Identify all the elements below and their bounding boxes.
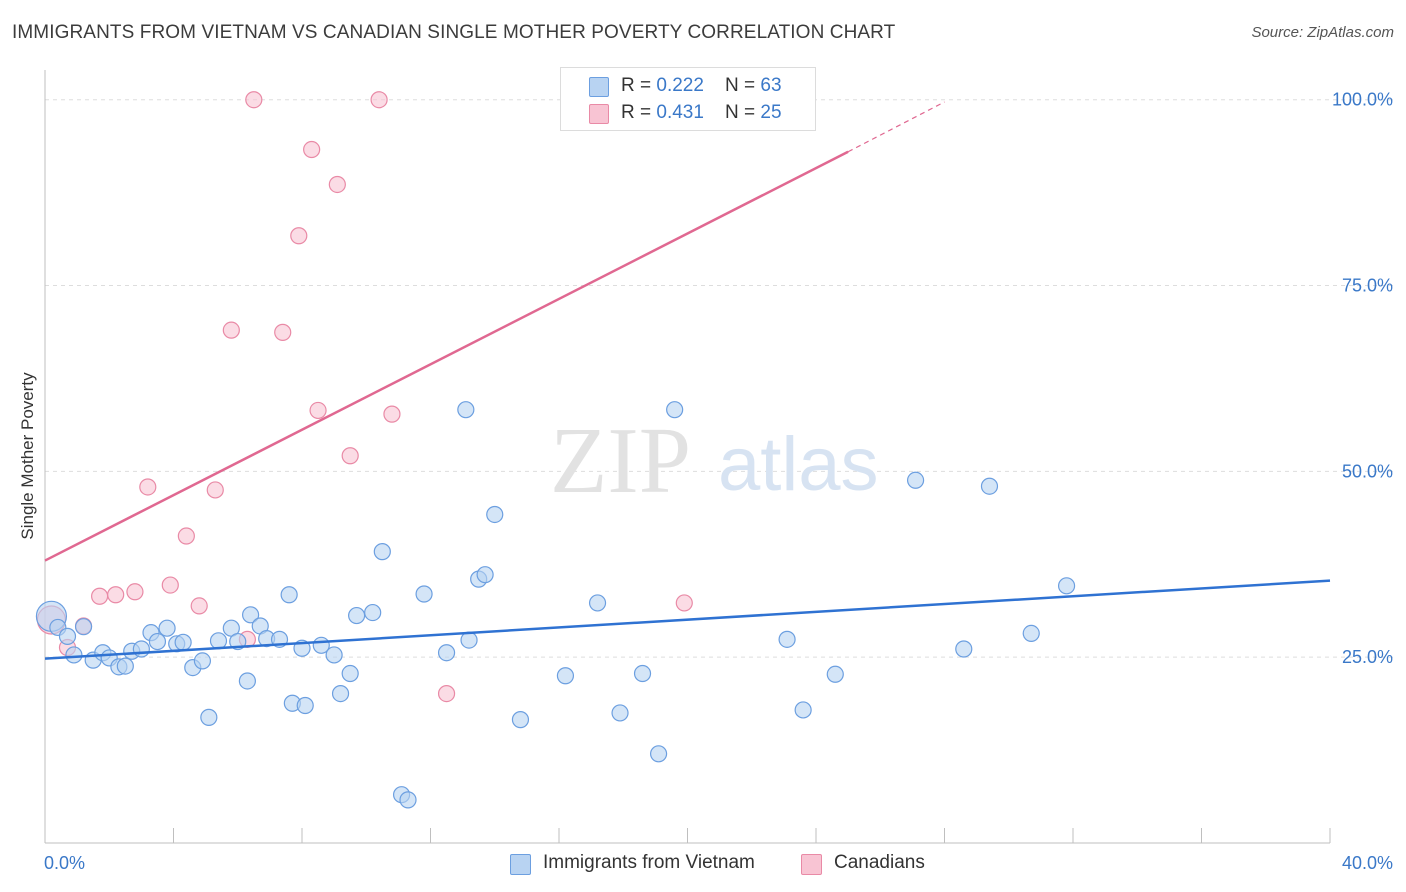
chart-title: IMMIGRANTS FROM VIETNAM VS CANADIAN SING… — [12, 22, 896, 43]
y-axis-title: Single Mother Poverty — [18, 372, 37, 540]
data-point — [303, 140, 321, 159]
data-point — [177, 527, 195, 545]
data-point — [556, 667, 575, 685]
watermark: ZIP atlas — [550, 409, 879, 513]
data-point — [116, 657, 134, 675]
data-point — [190, 597, 208, 615]
r-label: R = — [621, 102, 657, 123]
data-point — [457, 401, 475, 419]
data-point — [238, 672, 256, 690]
data-point — [65, 646, 83, 664]
data-point — [158, 619, 176, 637]
data-point — [399, 791, 417, 809]
data-point — [906, 471, 925, 489]
data-point — [74, 618, 93, 636]
data-point — [296, 696, 314, 715]
data-point — [132, 640, 150, 658]
data-point — [200, 708, 218, 726]
data-point — [290, 227, 308, 245]
legend-swatch-blue — [510, 854, 531, 875]
data-point — [274, 323, 292, 341]
r-value: 0.222 — [656, 75, 704, 96]
data-point — [415, 585, 433, 603]
data-point — [373, 543, 391, 561]
data-point — [341, 664, 359, 683]
y-tick-labels: 25.0% 50.0% 75.0% 100.0% — [1332, 90, 1393, 667]
legend-swatch-blue — [589, 77, 609, 97]
data-point — [341, 447, 359, 465]
data-point — [280, 586, 298, 604]
data-point — [1057, 577, 1076, 595]
data-point — [58, 627, 77, 645]
data-point — [161, 576, 179, 594]
data-point — [588, 594, 607, 612]
x-tick-label-min: 0.0% — [44, 853, 85, 873]
legend-stats: R = 0.222 N = 63 R = 0.431 N = 25 — [560, 67, 816, 131]
data-point — [364, 603, 382, 622]
data-point — [794, 701, 812, 719]
y-tick-label: 75.0% — [1342, 276, 1393, 296]
data-point — [91, 587, 109, 605]
data-point — [437, 644, 456, 662]
trend-line-canadians-extension — [847, 101, 945, 153]
data-point — [206, 481, 224, 499]
x-ticks — [44, 828, 1331, 843]
data-point — [139, 478, 157, 496]
x-tick-label-max: 40.0% — [1342, 853, 1393, 873]
series-canadians — [36, 91, 726, 703]
trend-line-canadians — [44, 150, 849, 562]
data-point — [148, 632, 167, 651]
data-point — [209, 632, 228, 650]
legend-label: Immigrants from Vietnam — [543, 852, 755, 873]
n-value: 25 — [760, 102, 782, 123]
n-label: N = — [725, 75, 761, 96]
data-point — [193, 652, 212, 670]
data-point — [348, 606, 366, 625]
series-immigrants-from-vietnam — [35, 401, 1076, 809]
data-point — [955, 640, 973, 658]
data-point — [383, 405, 401, 423]
trend-lines — [44, 101, 1331, 660]
data-point — [633, 664, 652, 683]
watermark-zip: ZIP — [550, 409, 691, 513]
grid-lines — [45, 99, 1395, 658]
n-label: N = — [725, 102, 761, 123]
y-tick-label: 50.0% — [1342, 461, 1393, 481]
data-point — [666, 401, 684, 419]
legend-label: Canadians — [834, 852, 925, 873]
n-value: 63 — [760, 75, 782, 96]
data-point — [486, 505, 504, 524]
source-label: Source: ZipAtlas.com — [1251, 24, 1394, 41]
y-tick-label: 100.0% — [1332, 90, 1393, 110]
data-point — [328, 175, 346, 194]
data-point — [331, 685, 350, 703]
data-point — [107, 586, 125, 604]
data-point — [778, 630, 796, 648]
data-point — [126, 583, 144, 601]
r-label: R = — [621, 75, 657, 96]
data-point — [222, 321, 240, 339]
data-point — [370, 91, 388, 109]
data-point — [174, 633, 192, 651]
legend-swatch-pink — [801, 854, 822, 875]
data-point — [242, 606, 260, 624]
data-point — [309, 401, 327, 420]
r-value: 0.431 — [656, 102, 704, 123]
data-point — [649, 745, 668, 763]
watermark-atlas: atlas — [718, 422, 879, 507]
data-point — [245, 91, 263, 109]
data-point — [611, 704, 629, 722]
data-point — [826, 665, 844, 683]
data-point — [675, 594, 693, 612]
legend-swatch-pink — [589, 104, 609, 124]
data-point — [325, 646, 343, 664]
trend-line-vietnam — [44, 579, 1331, 660]
data-point — [476, 566, 494, 584]
data-point — [437, 685, 456, 703]
data-point — [1022, 624, 1040, 642]
data-point — [980, 477, 999, 495]
y-tick-label: 25.0% — [1342, 647, 1393, 667]
data-point — [511, 711, 530, 729]
